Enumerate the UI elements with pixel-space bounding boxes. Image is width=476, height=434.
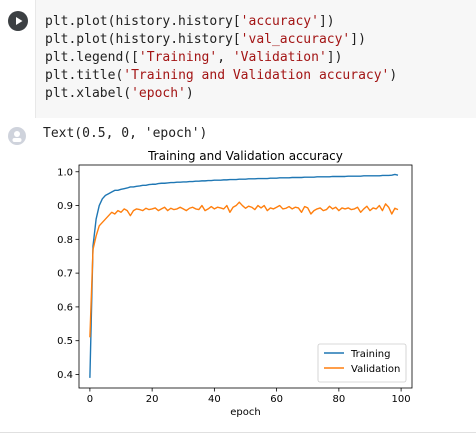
code-token: plt.xlabel( (45, 86, 132, 101)
x-tick-label: 60 (270, 394, 283, 405)
code-line: plt.xlabel('epoch') (45, 85, 194, 103)
code-string: 'Training and Validation accuracy' (123, 68, 390, 83)
legend-label-training: Training (350, 349, 390, 360)
y-tick-label: 0.7 (57, 269, 73, 280)
cell-gutter (0, 0, 35, 118)
code-string: 'Validation' (232, 50, 327, 65)
legend-label-validation: Validation (351, 364, 400, 375)
y-tick-label: 0.9 (57, 201, 73, 212)
code-token: ) (185, 86, 194, 101)
code-token: plt.plot(history.history[ (45, 14, 241, 29)
code-line: plt.plot(history.history['val_accuracy']… (45, 31, 366, 49)
output-text: Text(0.5, 0, 'epoch') (43, 126, 208, 141)
accuracy-chart: Training and Validation accuracy 0 20 40 60 8… (57, 149, 413, 418)
x-tick-label: 100 (392, 394, 411, 405)
code-token: , (217, 50, 233, 65)
output-symbol-icon (12, 131, 22, 142)
x-axis-label: epoch (230, 407, 260, 418)
code-token: plt.title( (45, 68, 124, 83)
y-tick-label: 1.0 (57, 167, 73, 178)
x-tick-label: 0 (87, 394, 93, 405)
output-icon (8, 127, 26, 145)
code-token: ) (389, 68, 398, 83)
series-line-validation (89, 201, 399, 338)
code-token: ]) (350, 32, 366, 47)
code-token: ]) (326, 50, 343, 65)
code-string: 'epoch' (131, 86, 186, 101)
code-line: plt.title('Training and Validation accur… (45, 67, 397, 85)
chart-title: Training and Validation accuracy (147, 149, 343, 163)
code-line: plt.plot(history.history['accuracy']) (45, 13, 335, 31)
code-string: 'accuracy' (240, 14, 319, 29)
plot-frame (78, 164, 413, 389)
x-tick-label: 20 (146, 394, 159, 405)
play-icon (16, 17, 23, 25)
run-cell-button[interactable] (8, 11, 28, 31)
code-string: 'val_accuracy' (240, 32, 351, 47)
code-cell: plt.plot(history.history['accuracy']) plt… (0, 0, 476, 118)
series-line-training (89, 173, 399, 378)
y-tick-label: 0.5 (57, 336, 73, 347)
y-tick-label: 0.8 (57, 235, 73, 246)
cell-output: Text(0.5, 0, 'epoch') Training and Valid… (0, 118, 476, 433)
y-tick-label: 0.6 (57, 302, 73, 313)
code-token: plt.legend([ (45, 50, 139, 65)
x-tick-label: 40 (208, 394, 221, 405)
code-editor[interactable]: plt.plot(history.history['accuracy']) plt… (35, 0, 476, 118)
y-tick-label: 0.4 (57, 370, 73, 381)
code-token: plt.plot(history.history[ (45, 32, 241, 47)
code-token: ]) (318, 14, 335, 29)
x-tick-label: 80 (332, 394, 345, 405)
code-line: plt.legend(['Training', 'Validation']) (45, 49, 342, 67)
code-string: 'Training' (138, 50, 218, 65)
